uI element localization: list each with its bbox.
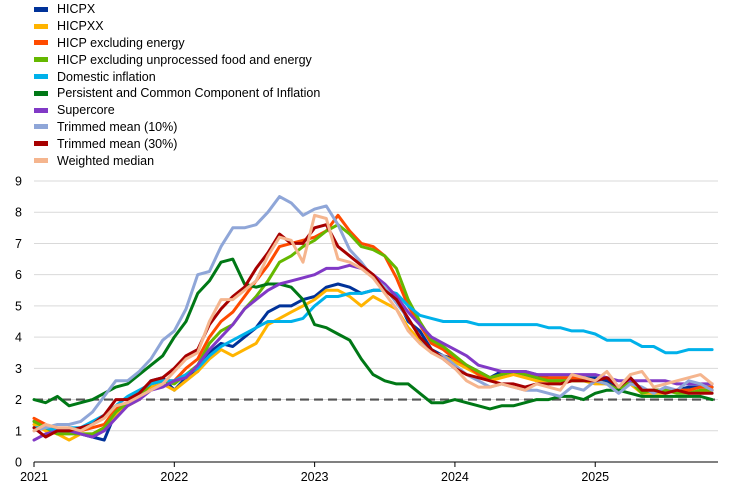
legend-label: Weighted median [57, 153, 155, 168]
legend-item-persistent-and-common-component-of-inflation: Persistent and Common Component of Infla… [34, 85, 320, 102]
legend-swatch [34, 23, 48, 29]
legend-label: HICP excluding unprocessed food and ener… [57, 52, 312, 67]
legend-item-weighted-median: Weighted median [34, 152, 320, 169]
legend-item-supercore: Supercore [34, 102, 320, 119]
y-tick-label: 6 [15, 268, 22, 282]
legend-item-domestic-inflation: Domestic inflation [34, 68, 320, 85]
legend-item-hicp-excluding-energy: HICP excluding energy [34, 35, 320, 52]
legend-item-hicpx: HICPX [34, 1, 320, 18]
series-line-hicpxx [32, 288, 714, 442]
x-tick-label: 2022 [160, 470, 188, 484]
y-tick-label: 0 [15, 456, 22, 470]
y-tick-label: 3 [15, 362, 22, 376]
x-tick-label: 2024 [441, 470, 469, 484]
series-line-weighted-median [32, 213, 714, 433]
legend-item-hicp-excluding-unprocessed-food-and-energy: HICP excluding unprocessed food and ener… [34, 51, 320, 68]
legend-label: HICPXX [57, 19, 104, 34]
x-tick-label: 2021 [20, 470, 48, 484]
series-line-domestic-inflation [32, 288, 714, 433]
legend-swatch [34, 158, 48, 164]
chart-legend: HICPX HICPXX HICP excluding energy HICP exc… [34, 1, 320, 169]
legend-swatch [34, 124, 48, 130]
legend-swatch [34, 74, 48, 80]
legend-item-trimmed-mean-30: Trimmed mean (30%) [34, 135, 320, 152]
y-tick-label: 8 [15, 206, 22, 220]
y-tick-label: 2 [15, 393, 22, 407]
legend-swatch [34, 40, 48, 46]
series-line-hicpx [32, 282, 714, 442]
legend-swatch [34, 141, 48, 147]
legend-label: HICPX [57, 2, 96, 17]
legend-swatch [34, 57, 48, 63]
y-tick-label: 9 [15, 175, 22, 189]
legend-item-trimmed-mean-10: Trimmed mean (10%) [34, 119, 320, 136]
legend-swatch [34, 107, 48, 113]
x-tick-label: 2023 [301, 470, 329, 484]
legend-label: HICP excluding energy [57, 35, 185, 50]
legend-label: Persistent and Common Component of Infla… [57, 86, 321, 101]
legend-label: Trimmed mean (10%) [57, 119, 178, 134]
y-tick-label: 5 [15, 299, 22, 313]
legend-label: Domestic inflation [57, 69, 156, 84]
legend-item-hicpxx: HICPXX [34, 18, 320, 35]
legend-label: Trimmed mean (30%) [57, 136, 178, 151]
x-tick-label: 2025 [581, 470, 609, 484]
series-line-persistent-and-common-component-of-inflation [32, 257, 714, 411]
y-tick-label: 7 [15, 237, 22, 251]
y-tick-label: 4 [15, 331, 22, 345]
y-tick-label: 1 [15, 424, 22, 438]
legend-label: Supercore [57, 103, 115, 118]
legend-swatch [34, 6, 48, 12]
legend-swatch [34, 90, 48, 96]
series-line-trimmed-mean-30 [32, 223, 714, 439]
